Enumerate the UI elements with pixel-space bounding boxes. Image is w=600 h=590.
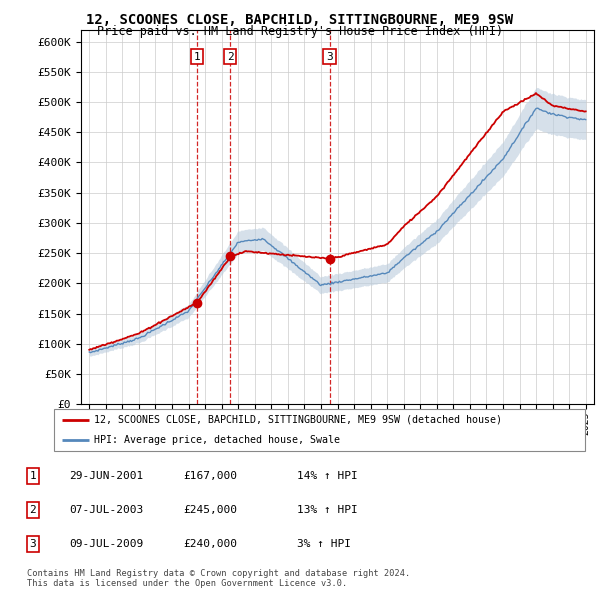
- Text: 09-JUL-2009: 09-JUL-2009: [69, 539, 143, 549]
- Text: £167,000: £167,000: [183, 471, 237, 481]
- Text: 2: 2: [29, 505, 37, 514]
- Text: HPI: Average price, detached house, Swale: HPI: Average price, detached house, Swal…: [94, 435, 340, 445]
- Text: 13% ↑ HPI: 13% ↑ HPI: [297, 505, 358, 514]
- Text: Price paid vs. HM Land Registry's House Price Index (HPI): Price paid vs. HM Land Registry's House …: [97, 25, 503, 38]
- Text: 12, SCOONES CLOSE, BAPCHILD, SITTINGBOURNE, ME9 9SW (detached house): 12, SCOONES CLOSE, BAPCHILD, SITTINGBOUR…: [94, 415, 502, 425]
- Text: Contains HM Land Registry data © Crown copyright and database right 2024.
This d: Contains HM Land Registry data © Crown c…: [27, 569, 410, 588]
- Text: 29-JUN-2001: 29-JUN-2001: [69, 471, 143, 481]
- Text: 3: 3: [29, 539, 37, 549]
- Text: 07-JUL-2003: 07-JUL-2003: [69, 505, 143, 514]
- Text: £245,000: £245,000: [183, 505, 237, 514]
- FancyBboxPatch shape: [54, 409, 585, 451]
- Text: 1: 1: [29, 471, 37, 481]
- Text: 1: 1: [193, 52, 200, 62]
- Text: 14% ↑ HPI: 14% ↑ HPI: [297, 471, 358, 481]
- Text: £240,000: £240,000: [183, 539, 237, 549]
- Text: 3% ↑ HPI: 3% ↑ HPI: [297, 539, 351, 549]
- Text: 3: 3: [326, 52, 333, 62]
- Text: 2: 2: [227, 52, 233, 62]
- Text: 12, SCOONES CLOSE, BAPCHILD, SITTINGBOURNE, ME9 9SW: 12, SCOONES CLOSE, BAPCHILD, SITTINGBOUR…: [86, 13, 514, 27]
